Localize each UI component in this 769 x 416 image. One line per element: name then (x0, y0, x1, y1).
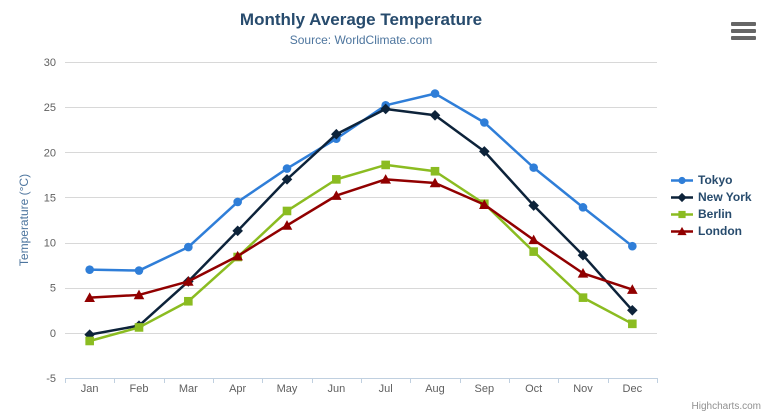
data-point-berlin-Aug[interactable] (430, 166, 440, 176)
series-london (84, 174, 638, 302)
x-axis-label: Feb (130, 383, 149, 395)
x-axis-label: Dec (623, 383, 643, 395)
y-axis-label: 5 (50, 283, 56, 295)
y-axis-label: 30 (44, 57, 56, 69)
legend-marker-shape[interactable] (677, 226, 687, 235)
credits-link[interactable]: Highcharts.com (691, 401, 761, 412)
legend-marker-shape[interactable] (677, 192, 687, 202)
data-point-london-Oct[interactable] (528, 234, 539, 245)
legend-label: New York (698, 190, 752, 204)
diamond-legend-marker-icon (671, 192, 693, 202)
data-point-tokyo-Aug[interactable] (430, 89, 440, 98)
x-axis-label: Mar (179, 383, 198, 395)
data-point-tokyo-Sep[interactable] (480, 118, 489, 127)
legend-marker-shape[interactable] (678, 210, 686, 218)
y-axis-label: -5 (46, 373, 56, 385)
data-point-new-york-Dec[interactable] (627, 304, 638, 316)
x-axis-label: Aug (425, 383, 445, 395)
data-point-tokyo-Oct[interactable] (529, 163, 538, 172)
data-point-new-york-Apr[interactable] (232, 225, 243, 237)
data-point-london-Sep[interactable] (479, 199, 490, 209)
data-point-tokyo-Dec[interactable] (628, 241, 637, 251)
data-point-london-Mar[interactable] (183, 276, 194, 286)
data-point-new-york-Jul[interactable] (380, 103, 391, 115)
data-point-london-Dec[interactable] (627, 284, 638, 294)
series-tokyo (85, 89, 637, 275)
legend-marker-shape[interactable] (678, 176, 686, 184)
data-point-new-york-Nov[interactable] (577, 249, 589, 261)
y-axis-label: 25 (44, 102, 56, 114)
data-point-new-york-Oct[interactable] (528, 200, 539, 211)
data-point-london-Jan[interactable] (84, 292, 95, 302)
x-axis-label: May (277, 383, 298, 395)
x-axis-label: Jul (379, 383, 393, 395)
y-axis-title: Temperature (°C) (17, 174, 31, 266)
data-point-new-york-Jun[interactable] (331, 128, 342, 140)
data-point-berlin-Dec[interactable] (628, 319, 637, 329)
x-axis-label: Sep (475, 383, 495, 395)
data-point-london-Aug[interactable] (429, 177, 441, 188)
context-menu-button[interactable] (730, 20, 758, 44)
x-axis-label: Oct (525, 383, 542, 395)
legend-item-new-york[interactable]: New York (671, 190, 752, 204)
y-axis-label: 20 (44, 147, 56, 159)
y-axis-label: 0 (50, 328, 56, 340)
circle-legend-marker-icon (671, 176, 693, 184)
series-line-london[interactable] (88, 178, 634, 299)
y-axis-label: 15 (44, 192, 56, 204)
data-point-berlin-May[interactable] (282, 206, 292, 216)
data-point-tokyo-Nov[interactable] (578, 203, 588, 212)
data-point-london-Apr[interactable] (232, 250, 243, 261)
data-point-new-york-Sep[interactable] (479, 146, 490, 157)
series-new-york (84, 103, 638, 340)
data-point-london-Jun[interactable] (331, 190, 342, 200)
triangle-legend-marker-icon (671, 226, 693, 235)
chart-title: Monthly Average Temperature (239, 10, 483, 29)
y-axis-label: 10 (44, 238, 56, 250)
data-point-tokyo-May[interactable] (282, 164, 292, 173)
data-point-tokyo-Jan[interactable] (85, 265, 94, 274)
x-axis-label: Nov (573, 383, 593, 395)
data-point-tokyo-Mar[interactable] (184, 242, 193, 252)
data-point-berlin-Nov[interactable] (578, 293, 588, 302)
data-point-london-Jul[interactable] (380, 174, 391, 184)
data-point-berlin-Jun[interactable] (332, 175, 341, 184)
legend-label: Berlin (698, 207, 733, 221)
data-point-tokyo-Feb[interactable] (134, 266, 144, 275)
chart-subtitle: Source: WorldClimate.com (289, 33, 433, 47)
legend-label: London (698, 224, 742, 238)
data-point-london-Nov[interactable] (577, 267, 589, 278)
data-point-berlin-Feb[interactable] (134, 323, 144, 332)
legend-label: Tokyo (698, 173, 733, 187)
legend: Tokyo New York Berlin London (671, 173, 752, 238)
series-berlin (85, 160, 637, 346)
data-point-tokyo-Apr[interactable] (233, 197, 242, 207)
x-axis-label: Apr (229, 383, 246, 395)
data-point-berlin-Oct[interactable] (529, 247, 538, 256)
series-line-new-york[interactable] (88, 107, 634, 336)
series-line-berlin[interactable] (88, 163, 634, 343)
x-axis-label: Jun (327, 383, 345, 395)
legend-item-berlin[interactable]: Berlin (671, 207, 752, 221)
data-point-berlin-Mar[interactable] (184, 296, 193, 306)
data-point-london-May[interactable] (281, 220, 293, 230)
data-point-berlin-Jan[interactable] (85, 336, 94, 346)
square-legend-marker-icon (671, 210, 693, 218)
data-point-berlin-Jul[interactable] (381, 160, 390, 170)
legend-item-tokyo[interactable]: Tokyo (671, 173, 752, 187)
data-point-new-york-May[interactable] (281, 174, 293, 185)
series-line-tokyo[interactable] (88, 92, 634, 272)
legend-item-london[interactable]: London (671, 224, 752, 238)
x-axis-label: Jan (81, 383, 99, 395)
hamburger-icon (731, 22, 757, 40)
data-point-new-york-Aug[interactable] (429, 109, 441, 121)
data-point-london-Feb[interactable] (133, 289, 145, 300)
